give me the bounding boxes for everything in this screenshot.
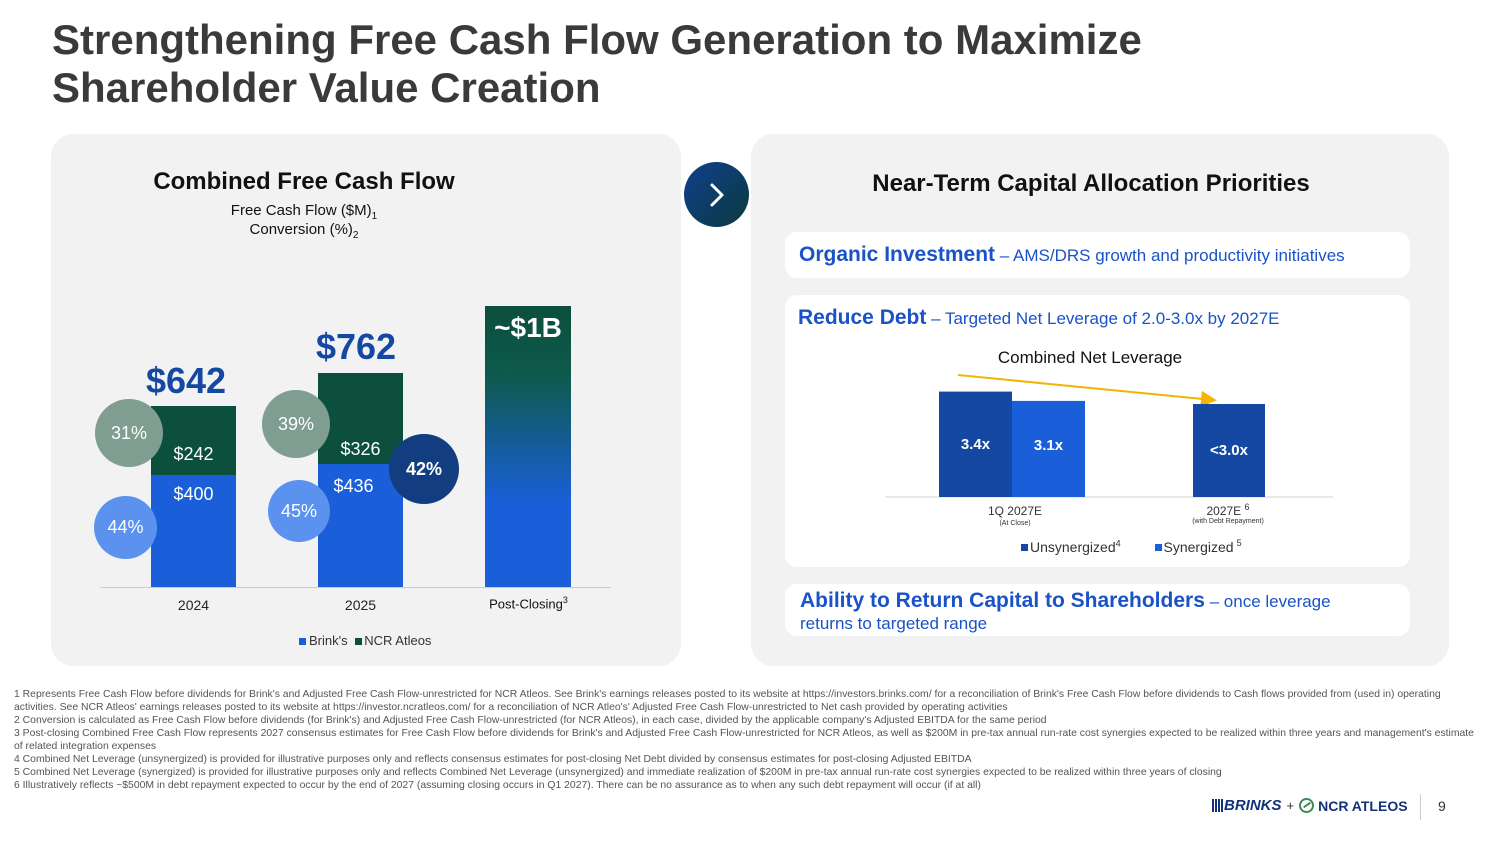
- x-label-2025: 2025: [344, 597, 377, 613]
- leverage-x-note-1q: (At Close): [999, 520, 1031, 527]
- legend-ncr-swatch: [355, 638, 363, 646]
- brinks-logo-text: BRINKS: [1224, 797, 1282, 814]
- brand-logo: BRINKS + NCR ATLEOS: [1212, 797, 1408, 814]
- ncr-globe-icon: [1299, 798, 1315, 813]
- legend-brinks-swatch: [299, 638, 306, 646]
- logo-plus: +: [1286, 798, 1295, 813]
- bar-2024-brinks: [151, 474, 236, 587]
- conversion-2024-ncr: 31%: [95, 399, 163, 467]
- leverage-legend: Unsynergized4 Synergized 5: [1021, 538, 1242, 555]
- leverage-bar-1q-unsynergized: [939, 391, 1012, 497]
- leverage-trend-arrow: [957, 374, 1217, 407]
- logo-divider: [1420, 794, 1421, 820]
- legend-ncr: NCR Atleos: [355, 633, 431, 648]
- label-2024-ncr: $242: [173, 444, 214, 464]
- label-2025-ncr: $326: [340, 439, 381, 459]
- x-label-2024: 2024: [177, 597, 210, 613]
- bar-post-closing: [485, 305, 571, 587]
- return-capital-card: Ability to Return Capital to Shareholder…: [785, 584, 1410, 636]
- fcf-subtitle: Free Cash Flow ($M)1: [230, 202, 378, 222]
- fcf-legend: Brink's NCR Atleos: [299, 633, 431, 648]
- conversion-2025-combined: 42%: [389, 434, 459, 504]
- bar-2025-ncr: [318, 372, 403, 465]
- bar-2025-brinks: [318, 464, 403, 587]
- footnote-2: 2 Conversion is calculated as Free Cash …: [14, 715, 1047, 726]
- conversion-2025-brinks: 45%: [268, 480, 330, 542]
- legend-unsynergized: Unsynergized4: [1021, 538, 1121, 555]
- leverage-label-1q-unsynergized: 3.4x: [960, 436, 991, 453]
- organic-investment-card: Organic Investment – AMS/DRS growth and …: [785, 232, 1410, 278]
- label-2025-brinks: $436: [333, 476, 374, 496]
- leverage-bar-2027-unsynergized: [1193, 404, 1265, 497]
- footnote-3: 3 Post-closing Combined Free Cash Flow r…: [14, 728, 1474, 752]
- leverage-x-label-1q: 1Q 2027E: [987, 504, 1043, 518]
- reduce-debt-text: Reduce Debt – Targeted Net Leverage of 2…: [798, 306, 1280, 329]
- conversion-subtitle: Conversion (%)2: [249, 221, 359, 241]
- x-label-post-closing: Post-Closing3: [489, 595, 568, 612]
- total-post-closing: ~$1B: [494, 312, 562, 343]
- footnotes: 1 Represents Free Cash Flow before divid…: [14, 688, 1474, 792]
- footnote-1: 1 Represents Free Cash Flow before divid…: [14, 689, 1441, 713]
- bar-2024-ncr: [151, 406, 236, 475]
- leverage-chart: [885, 374, 1333, 498]
- footnote-4: 4 Combined Net Leverage (unsynergized) i…: [14, 754, 972, 765]
- return-capital-text-2: returns to targeted range: [800, 614, 988, 633]
- footnote-5: 5 Combined Net Leverage (synergized) is …: [14, 767, 1222, 778]
- footnote-6: 6 Illustratively reflects ~$500M in debt…: [14, 780, 981, 791]
- legend-synergized: Synergized 5: [1154, 538, 1242, 555]
- chevron-right-icon: [684, 162, 749, 227]
- x-axis-line: [100, 587, 611, 588]
- conversion-2024-brinks: 44%: [94, 496, 157, 559]
- page-number: 9: [1438, 798, 1446, 814]
- fcf-panel: Combined Free Cash Flow Free Cash Flow (…: [51, 134, 681, 666]
- leverage-chart-title: Combined Net Leverage: [997, 348, 1183, 367]
- leverage-x-note-2027: (with Debt Repayment): [1192, 518, 1264, 525]
- leverage-x-label-2027: 2027E 6: [1206, 502, 1250, 518]
- conversion-2025-ncr: 39%: [262, 390, 330, 458]
- ncr-logo-text: NCR ATLEOS: [1318, 797, 1408, 814]
- total-2024: $642: [145, 360, 227, 401]
- leverage-label-2027: <3.0x: [1210, 442, 1248, 459]
- reduce-debt-card: Reduce Debt – Targeted Net Leverage of 2…: [785, 295, 1410, 567]
- brinks-bars-icon: [1212, 799, 1223, 812]
- return-capital-text: Ability to Return Capital to Shareholder…: [800, 589, 1331, 612]
- organic-investment-text: Organic Investment – AMS/DRS growth and …: [799, 243, 1345, 266]
- fcf-heading: Combined Free Cash Flow: [153, 168, 455, 195]
- page-title: Strengthening Free Cash Flow Generation …: [52, 16, 1142, 111]
- total-2025: $762: [315, 326, 397, 367]
- leverage-bar-1q-synergized: [1012, 400, 1085, 497]
- leverage-label-1q-synergized: 3.1x: [1033, 437, 1064, 454]
- legend-synergized-swatch: [1154, 544, 1162, 552]
- capital-allocation-panel: Near-Term Capital Allocation Priorities …: [751, 134, 1449, 666]
- legend-brinks: Brink's: [299, 633, 348, 648]
- label-2024-brinks: $400: [173, 484, 214, 504]
- allocation-heading: Near-Term Capital Allocation Priorities: [872, 170, 1310, 197]
- legend-unsynergized-swatch: [1021, 544, 1028, 552]
